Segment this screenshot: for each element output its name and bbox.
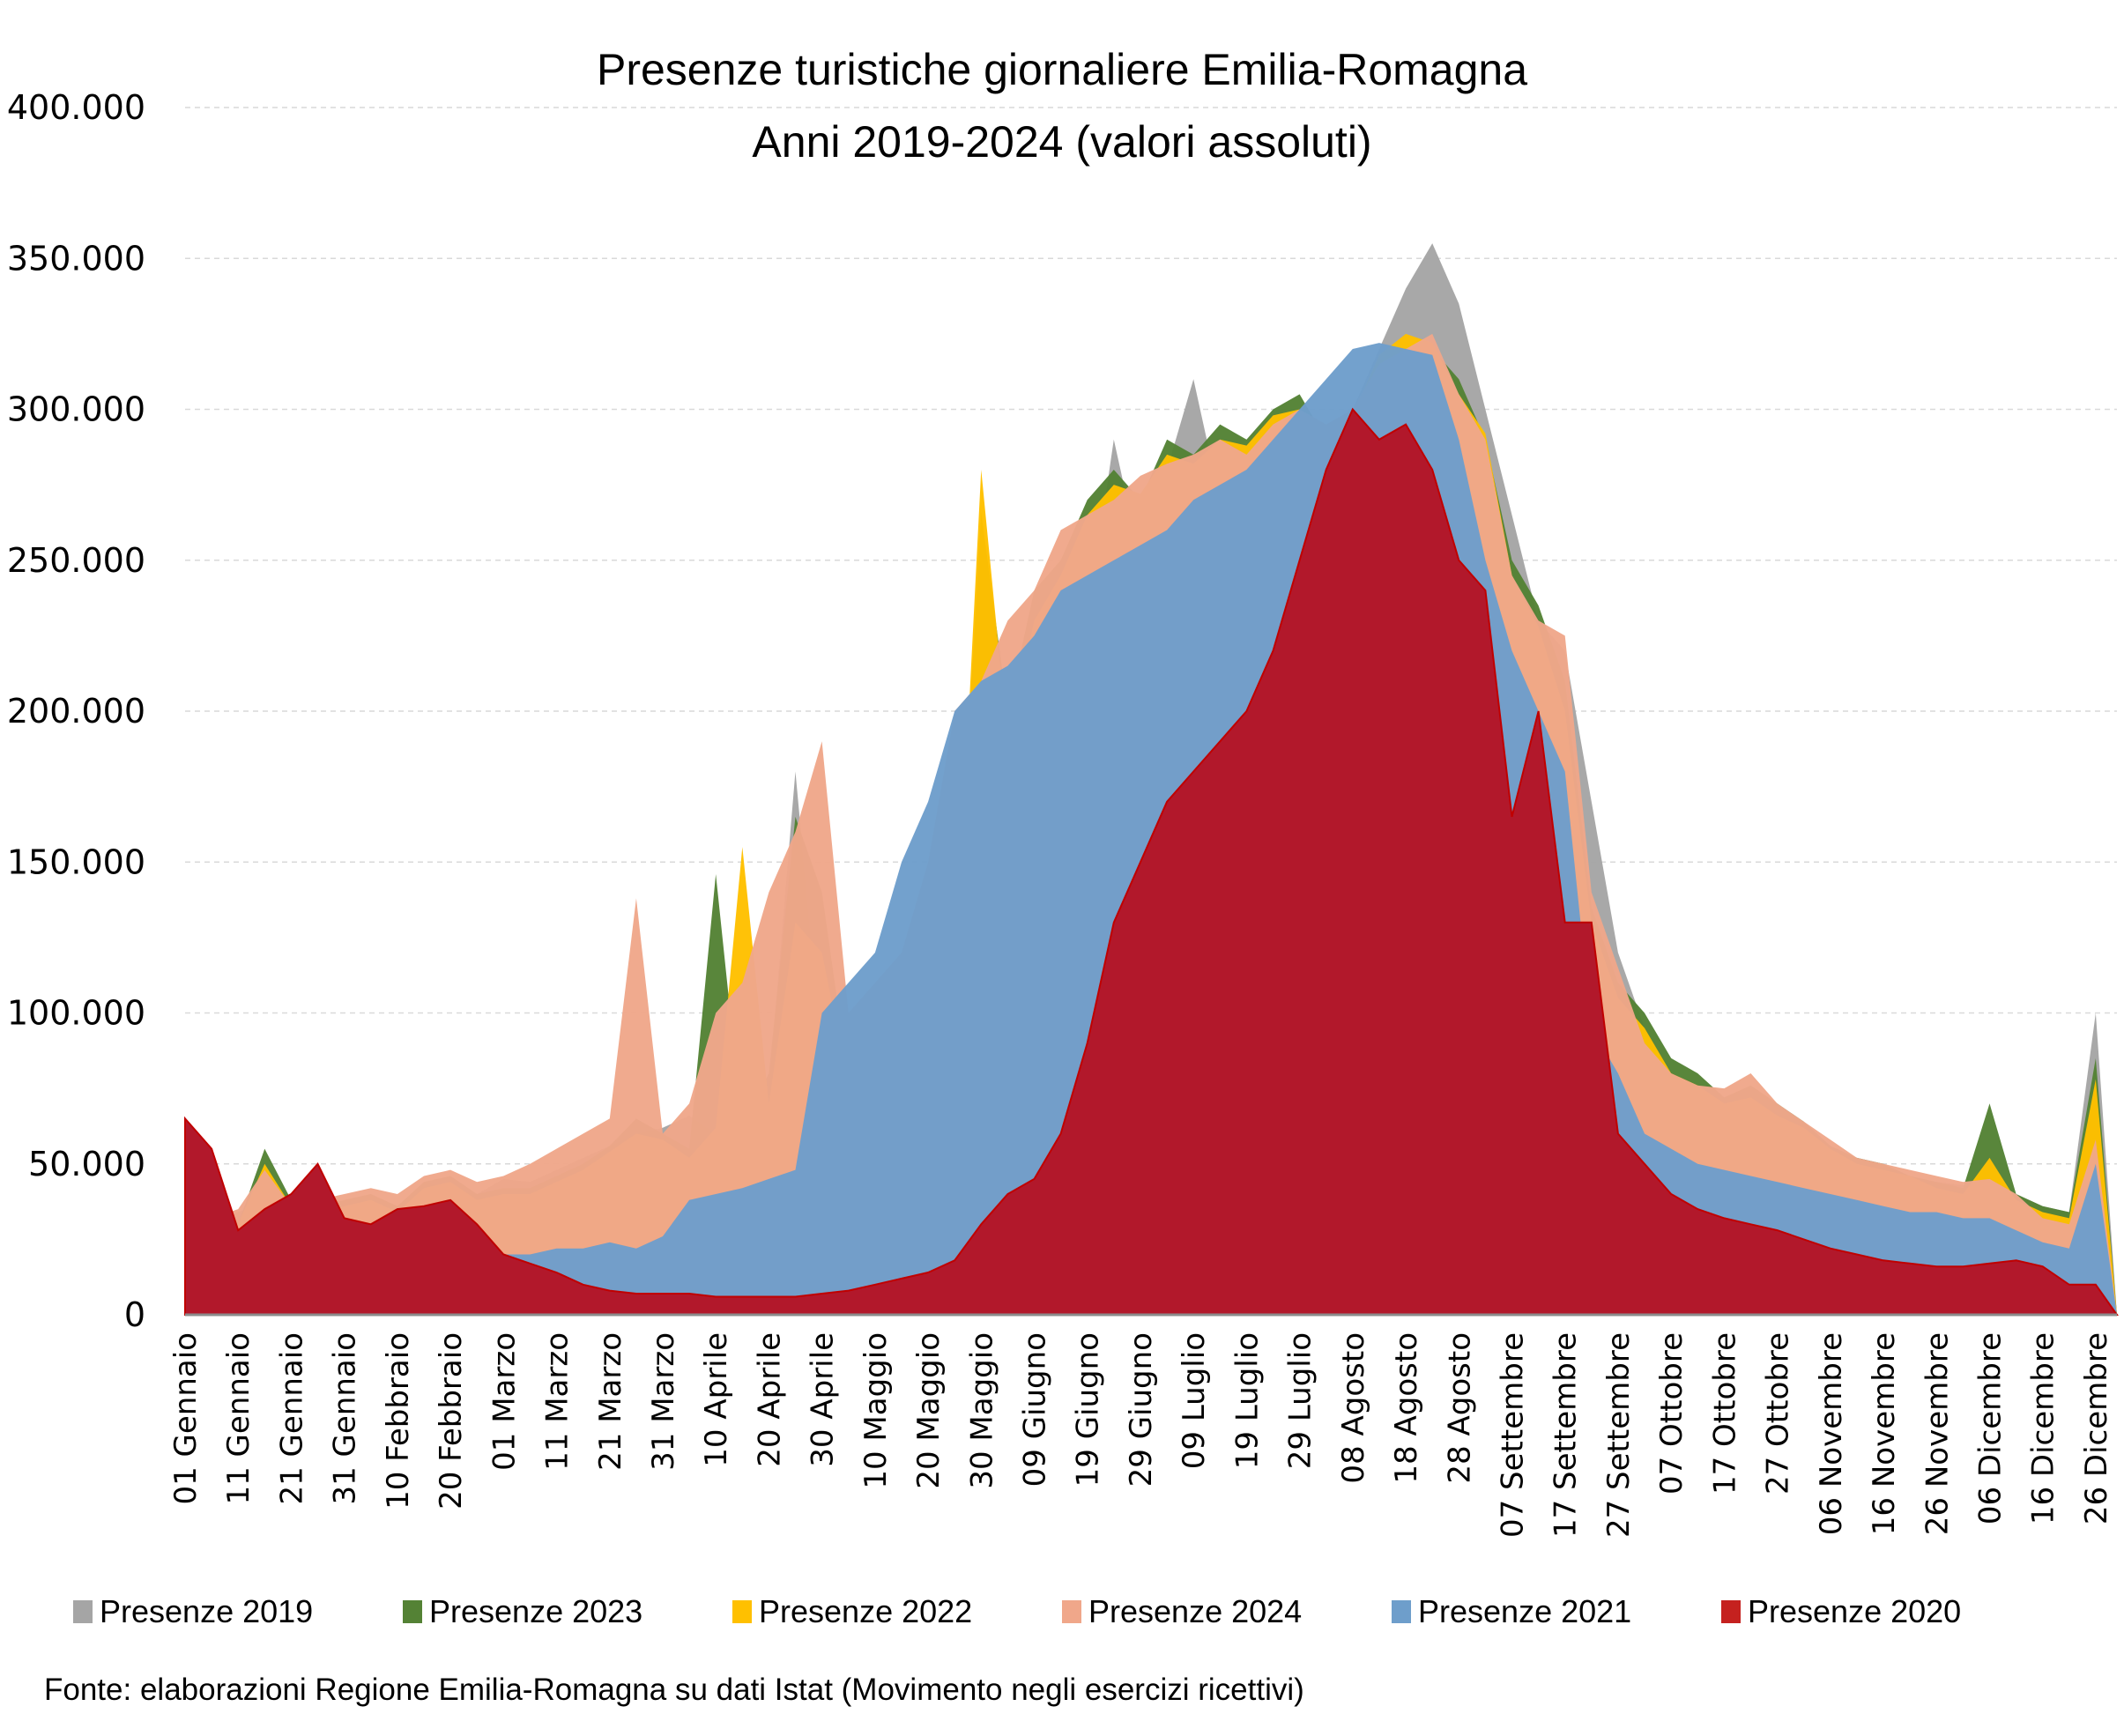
legend-item: Presenze 2024: [1062, 1593, 1392, 1630]
legend-swatch: [73, 1600, 93, 1623]
x-tick-label: 11 Marzo: [540, 1332, 576, 1471]
x-tick-label: 07 Settembre: [1495, 1332, 1530, 1538]
x-tick-label: 31 Gennaio: [328, 1332, 363, 1505]
y-tick-label: 250.000: [7, 541, 145, 580]
x-tick-label: 18 Agosto: [1389, 1332, 1424, 1484]
y-tick-label: 50.000: [28, 1145, 145, 1183]
x-tick-label: 10 Maggio: [858, 1332, 894, 1489]
chart-title: Presenze turistiche giornaliere Emilia-R…: [0, 33, 2124, 178]
y-tick-label: 0: [124, 1295, 145, 1334]
x-tick-label: 26 Dicembre: [2079, 1332, 2114, 1525]
area-presenze-2021: [185, 343, 2117, 1316]
y-tick-label: 300.000: [7, 390, 145, 429]
x-tick-label: 28 Agosto: [1442, 1332, 1477, 1484]
x-tick-label: 30 Aprile: [806, 1332, 841, 1467]
x-tick-label: 30 Maggio: [964, 1332, 999, 1489]
y-tick-label: 150.000: [7, 842, 145, 881]
legend-swatch: [1721, 1600, 1741, 1623]
y-tick-label: 400.000: [7, 88, 145, 127]
chart-title-line-1: Presenze turistiche giornaliere Emilia-R…: [596, 45, 1528, 94]
legend-item: Presenze 2021: [1392, 1593, 1721, 1630]
source-note: Fonte: elaborazioni Regione Emilia-Romag…: [44, 1673, 1304, 1707]
x-tick-label: 11 Gennaio: [221, 1332, 256, 1505]
legend-label: Presenze 2021: [1418, 1593, 1632, 1629]
legend-item: Presenze 2022: [732, 1593, 1062, 1630]
x-tick-label: 19 Luglio: [1229, 1332, 1265, 1469]
legend-label: Presenze 2023: [429, 1593, 643, 1629]
x-tick-label: 01 Gennaio: [168, 1332, 204, 1505]
y-tick-label: 350.000: [7, 239, 145, 278]
y-axis: 0 50.000 100.000 150.000 200.000 250.000 300.0…: [7, 88, 145, 1334]
legend-item: Presenze 2020: [1721, 1593, 2051, 1630]
x-tick-label: 26 Novembre: [1920, 1332, 1955, 1535]
legend-label: Presenze 2020: [1748, 1593, 1962, 1629]
x-tick-label: 10 Febbraio: [381, 1332, 416, 1510]
legend-label: Presenze 2022: [759, 1593, 973, 1629]
x-tick-label: 07 Ottobre: [1654, 1332, 1690, 1495]
x-tick-label: 20 Maggio: [911, 1332, 947, 1489]
legend-swatch: [1392, 1600, 1411, 1623]
x-tick-label: 16 Novembre: [1867, 1332, 1902, 1535]
legend-swatch: [732, 1600, 752, 1623]
legend-label: Presenze 2019: [100, 1593, 314, 1629]
chart-title-line-2: Anni 2019-2024 (valori assoluti): [752, 117, 1372, 167]
y-tick-label: 200.000: [7, 692, 145, 731]
x-tick-label: 08 Agosto: [1336, 1332, 1371, 1484]
x-tick-label: 21 Marzo: [593, 1332, 628, 1471]
x-axis: 01 Gennaio 11 Gennaio 21 Gennaio 31 Gennaio…: [168, 1313, 2117, 1538]
legend-label: Presenze 2024: [1088, 1593, 1303, 1629]
x-tick-label: 10 Aprile: [699, 1332, 734, 1467]
x-tick-label: 01 Marzo: [486, 1332, 522, 1471]
legend-swatch: [1062, 1600, 1081, 1623]
x-tick-label: 21 Gennaio: [274, 1332, 309, 1505]
x-tick-label: 27 Ottobre: [1761, 1332, 1796, 1495]
area-presenze-2020: [184, 407, 2119, 1316]
legend-item: Presenze 2019: [73, 1593, 403, 1630]
x-tick-label: 19 Giugno: [1071, 1332, 1106, 1487]
x-tick-label: 29 Luglio: [1283, 1332, 1318, 1469]
x-tick-label: 09 Luglio: [1177, 1332, 1212, 1469]
x-tick-label: 17 Ottobre: [1707, 1332, 1742, 1495]
x-tick-label: 20 Febbraio: [434, 1332, 469, 1510]
x-tick-label: 20 Aprile: [752, 1332, 787, 1467]
x-tick-label: 06 Dicembre: [1972, 1332, 2008, 1525]
legend: Presenze 2019 Presenze 2023 Presenze 2022 P…: [0, 1593, 2124, 1630]
x-tick-label: 17 Settembre: [1548, 1332, 1584, 1538]
legend-item: Presenze 2023: [403, 1593, 732, 1630]
x-tick-label: 09 Giugno: [1018, 1332, 1053, 1487]
x-tick-label: 31 Marzo: [646, 1332, 681, 1471]
legend-swatch: [403, 1600, 422, 1623]
y-tick-label: 100.000: [7, 994, 145, 1033]
area-series: [184, 243, 2119, 1316]
x-tick-label: 27 Settembre: [1601, 1332, 1637, 1538]
x-tick-label: 29 Giugno: [1124, 1332, 1159, 1487]
x-tick-label: 16 Dicembre: [2026, 1332, 2061, 1525]
x-tick-label: 06 Novembre: [1814, 1332, 1849, 1535]
